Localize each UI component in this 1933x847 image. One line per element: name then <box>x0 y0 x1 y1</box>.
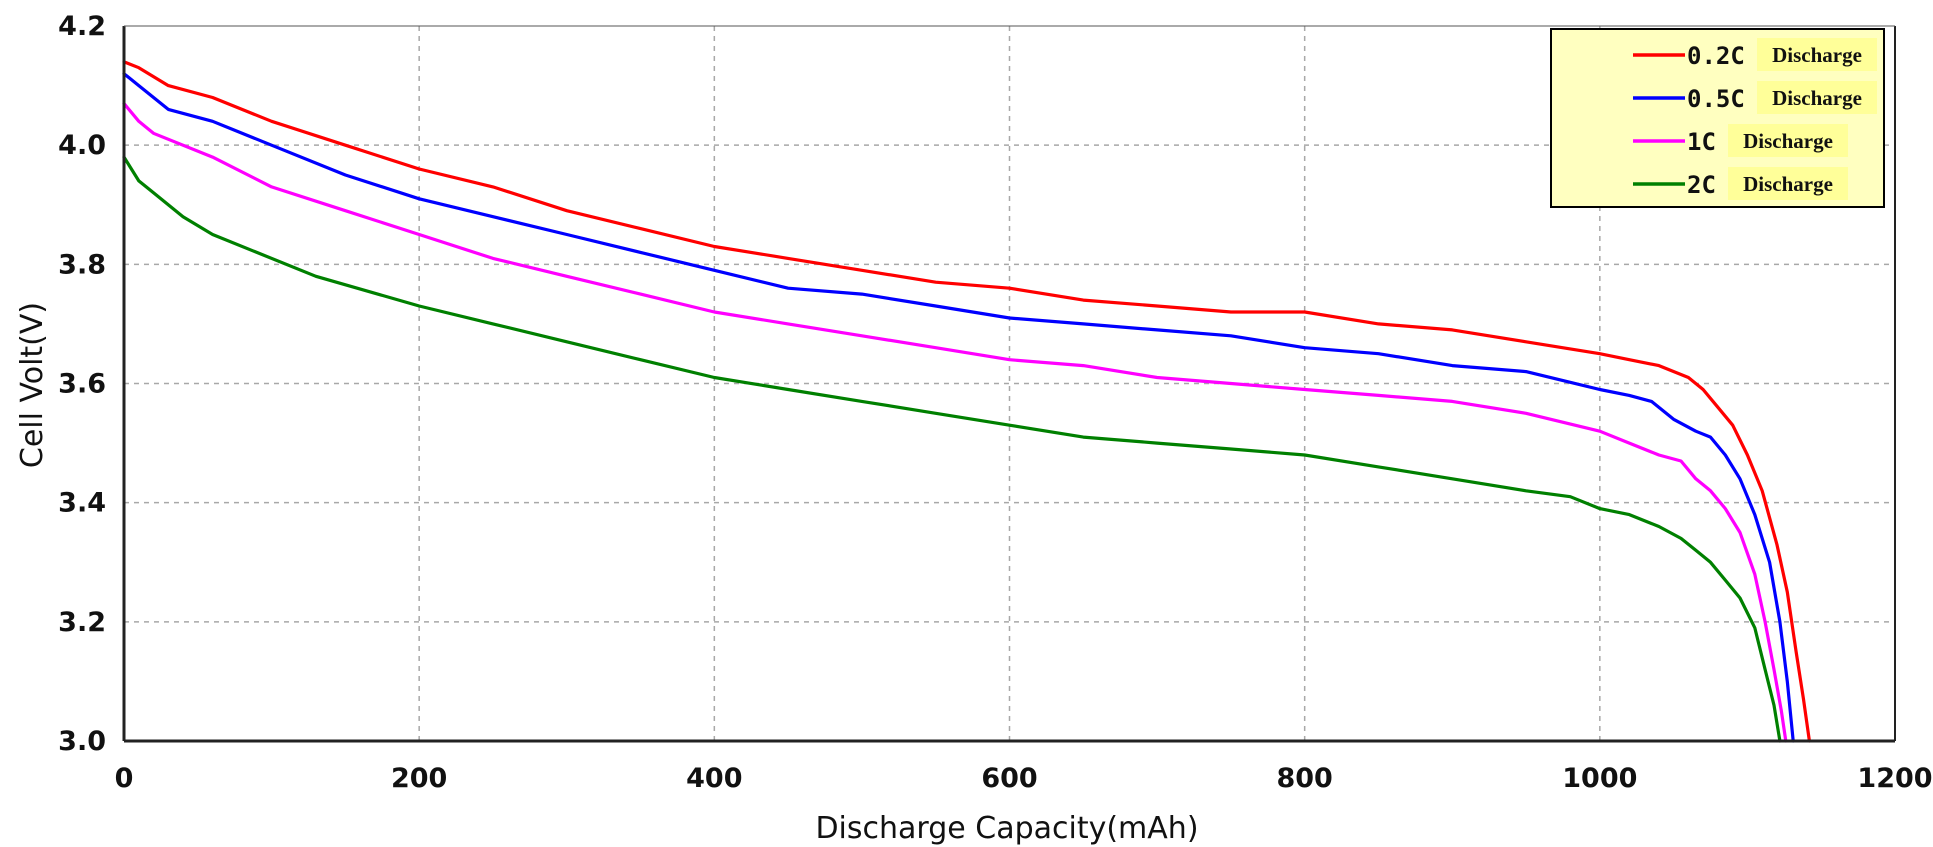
x-axis-title: Discharge Capacity(mAh) <box>815 811 1198 846</box>
series-line-0-2c <box>122 60 1811 743</box>
y-tick-label: 4.2 <box>58 11 106 42</box>
legend-series-name: 0.5C <box>1687 85 1745 113</box>
legend-series-name: 0.2C <box>1687 42 1745 70</box>
x-tick-label: 1000 <box>1562 763 1637 794</box>
x-tick-label: 600 <box>981 763 1037 794</box>
legend-tag-label: Discharge <box>1772 43 1862 67</box>
y-tick-label: 3.2 <box>58 607 106 638</box>
x-tick-label: 400 <box>686 763 742 794</box>
x-tick-label: 0 <box>115 763 134 794</box>
series-line-1c <box>122 101 1788 743</box>
series-line-2c <box>122 155 1782 743</box>
y-axis-title: Cell Volt(V) <box>15 302 50 468</box>
legend-tag-background <box>1757 38 1877 71</box>
y-tick-label: 3.6 <box>58 369 106 400</box>
legend-tag-label: Discharge <box>1743 172 1833 196</box>
y-tick-label: 3.0 <box>58 726 106 757</box>
y-tick-label: 3.4 <box>58 488 106 519</box>
series-lines <box>122 60 1811 743</box>
x-tick-label: 1200 <box>1857 763 1932 794</box>
legend-series-name: 1C <box>1687 128 1716 156</box>
legend-tag-background <box>1728 124 1848 157</box>
series-line-0-5c <box>122 72 1795 743</box>
x-tick-label: 200 <box>391 763 447 794</box>
legend-tag-label: Discharge <box>1743 129 1833 153</box>
legend: 0.2C Discharge 0.5C Discharge 1C Discharge 2C D… <box>1550 28 1885 208</box>
legend-series-name: 2C <box>1687 171 1716 199</box>
y-tick-label: 4.0 <box>58 130 106 161</box>
y-tick-label: 3.8 <box>58 249 106 280</box>
legend-tag-label: Discharge <box>1772 86 1862 110</box>
x-tick-label: 800 <box>1276 763 1332 794</box>
axes <box>122 25 1896 743</box>
legend-tag-background <box>1728 167 1848 200</box>
legend-tag-background <box>1757 81 1877 114</box>
tick-labels: 0 200 400 600 800 1000 1200 3.0 3.2 3.4 3.6 3.8 4.0 4… <box>58 11 1932 794</box>
